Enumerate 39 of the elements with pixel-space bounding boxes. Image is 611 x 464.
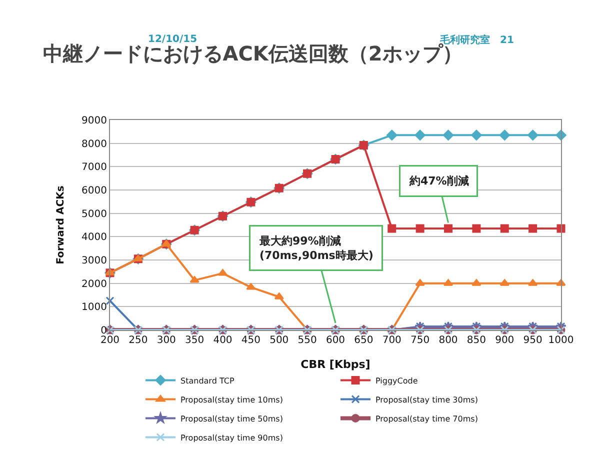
y-tick-label: 3000	[82, 256, 107, 266]
x-axis-title: CBR [Kbps]	[300, 358, 370, 372]
y-tick-label: 5000	[82, 208, 107, 220]
y-tick-label: 6000	[82, 186, 107, 196]
legend-label: Proposal(stay time 90ms)	[180, 433, 283, 442]
x-tick-label: 650	[354, 335, 374, 346]
x-tick-label: 750	[410, 335, 430, 346]
x-tick-label: 900	[495, 335, 514, 346]
text: 12/10/15	[148, 34, 198, 45]
y-axis-title: Forward ACKs	[56, 186, 67, 264]
legend-label: Standard TCP	[180, 376, 234, 386]
legend-label: Proposal(stay time 10ms)	[180, 395, 283, 404]
x-tick-label: 200	[100, 335, 120, 346]
y-tick-label: 9000	[82, 116, 107, 126]
x-tick-label: 800	[438, 335, 458, 346]
y-tick-label: 2000	[82, 278, 107, 290]
annotation: 約47%削減	[408, 174, 469, 188]
x-tick-label: 1000	[548, 335, 574, 346]
x-tick-label: 250	[128, 335, 148, 346]
x-tick-label: 350	[185, 335, 204, 346]
x-tick-label: 850	[466, 335, 486, 346]
x-tick-label: 500	[270, 335, 289, 346]
legend-label: Proposal(stay time 70ms)	[376, 414, 478, 424]
legend-label: PiggyCode	[376, 376, 418, 386]
x-tick-label: 600	[326, 335, 346, 346]
y-tick-label: 4000	[82, 232, 107, 244]
x-tick-label: 550	[298, 335, 317, 346]
y-tick-label: 1000	[82, 302, 107, 314]
y-tick-label: 0	[100, 326, 107, 336]
x-tick-label: 400	[213, 335, 232, 346]
y-tick-label: 7000	[82, 162, 107, 174]
x-tick-label: 950	[523, 335, 542, 346]
legend-label: Proposal(stay time 50ms)	[180, 414, 283, 424]
x-tick-label: 450	[241, 335, 260, 346]
legend-label: Proposal(stay time 30ms)	[376, 395, 478, 404]
x-tick-label: 700	[382, 335, 402, 346]
y-tick-label: 8000	[82, 138, 107, 150]
annotation: 最大約99%削減 (70ms,90ms時最大)	[258, 234, 374, 262]
x-tick-label: 300	[156, 335, 176, 346]
